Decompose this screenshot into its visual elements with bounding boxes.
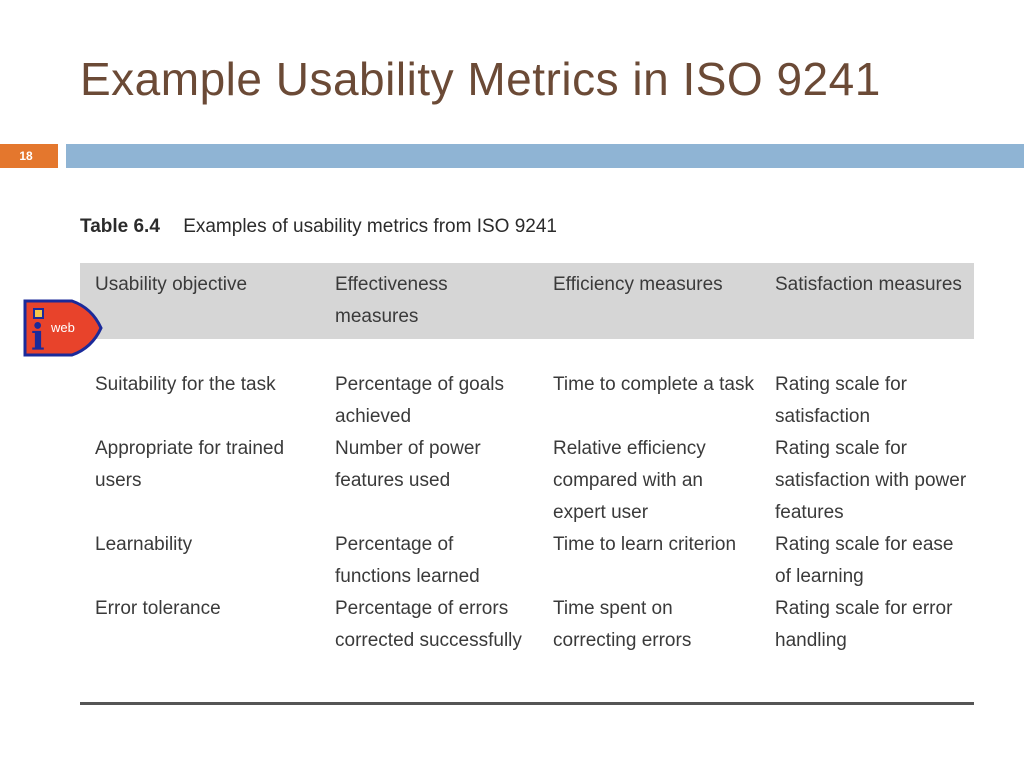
header-usability-objective: Usability objective [80,263,320,339]
table-cell: Rating scale for satisfaction with power… [775,438,967,523]
table-caption-text: Examples of usability metrics from ISO 9… [183,216,557,237]
table-cell: Suitability for the task [95,374,276,395]
table-row: Error tolerance Percentage of errors cor… [80,593,974,657]
table-cell: Appropriate for trained users [95,438,285,491]
logo-letter: i [31,317,45,358]
table-cell: Rating scale for satisfaction [775,374,908,427]
table-cell: Number of power features used [335,438,481,491]
table-cell: Time to learn criterion [553,534,737,555]
table-cell: Percentage of goals achieved [335,374,505,427]
header-effectiveness: Effectiveness measures [320,263,538,339]
table-cell: Rating scale for ease of learning [775,534,954,587]
table-bottom-rule [80,702,974,705]
metrics-table-wrap: Usability objective Effectiveness measur… [80,263,974,657]
table-cell: Percentage of errors corrected successfu… [335,598,522,651]
table-header-row: Usability objective Effectiveness measur… [80,263,974,339]
table-caption-label: Table 6.4 [80,216,160,237]
table-caption: Table 6.4 Examples of usability metrics … [80,216,557,238]
table-cell: Time to complete a task [553,374,754,395]
table-cell: Learnability [95,534,193,555]
table-cell: Time spent on correcting errors [553,598,692,651]
header-bar [66,144,1024,168]
table-cell: Relative efficiency compared with an exp… [553,438,706,523]
header-efficiency: Efficiency measures [538,263,760,339]
metrics-table: Usability objective Effectiveness measur… [80,263,974,657]
table-cell: Percentage of functions learned [335,534,480,587]
slide-number: 18 [0,144,58,168]
table-cell: Error tolerance [95,598,221,619]
slide-title: Example Usability Metrics in ISO 9241 [80,53,881,105]
table-cell: Rating scale for error handling [775,598,953,651]
iweb-logo-icon[interactable]: i web [22,298,104,358]
header-satisfaction: Satisfaction measures [760,263,974,339]
table-row: Suitability for the task Percentage of g… [80,339,974,433]
table-row: Learnability Percentage of functions lea… [80,529,974,593]
table-row: Appropriate for trained users Number of … [80,433,974,529]
logo-text: web [50,320,75,335]
